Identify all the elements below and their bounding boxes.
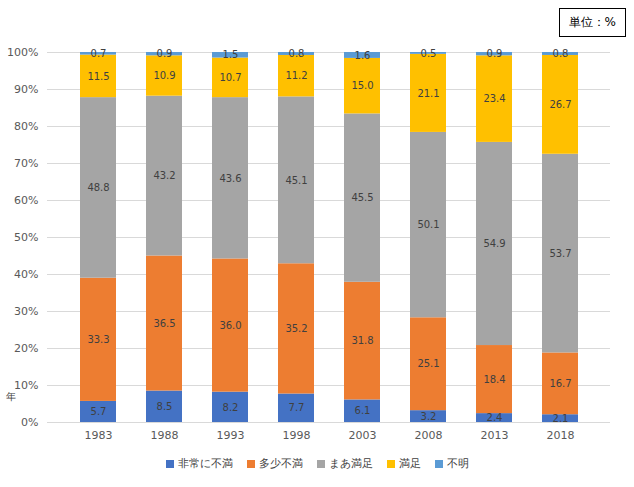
svg-text:43.2: 43.2 [153,170,175,181]
svg-text:35.2: 35.2 [285,323,307,334]
html-text:多少不満: 多少不満 [258,457,303,470]
svg-text:48.8: 48.8 [87,182,109,193]
html-text:不明: 不明 [446,457,469,470]
svg-text:16.7: 16.7 [549,378,571,389]
svg-text:6.1: 6.1 [355,405,371,416]
svg-text:1998: 1998 [283,429,311,442]
html-text:非常に不満: 非常に不満 [177,457,233,470]
svg-text:18.4: 18.4 [483,374,505,385]
svg-text:70%: 70% [14,157,38,170]
svg-text:0.9: 0.9 [487,48,503,59]
svg-text:43.6: 43.6 [219,173,241,184]
svg-text:36.0: 36.0 [219,320,241,331]
svg-text:8.2: 8.2 [223,402,239,413]
svg-text:15.0: 15.0 [351,80,373,91]
html-text:単位：%: 単位：% [568,15,616,29]
svg-text:1993: 1993 [217,429,245,442]
svg-text:0.5: 0.5 [421,48,437,59]
svg-text:33.3: 33.3 [87,334,109,345]
svg-text:1988: 1988 [151,429,179,442]
svg-text:31.8: 31.8 [351,335,373,346]
svg-text:20%: 20% [14,342,38,355]
svg-text:3.2: 3.2 [421,411,437,422]
svg-text:45.5: 45.5 [351,192,373,203]
svg-text:1983: 1983 [85,429,113,442]
svg-text:2.4: 2.4 [487,412,503,423]
svg-text:10.9: 10.9 [153,70,175,81]
svg-text:7.7: 7.7 [289,402,305,413]
svg-text:90%: 90% [14,83,38,96]
svg-text:53.7: 53.7 [549,248,571,259]
svg-text:100%: 100% [7,46,38,59]
svg-text:1.5: 1.5 [223,49,239,60]
svg-text:30%: 30% [14,305,38,318]
svg-text:45.1: 45.1 [285,175,307,186]
svg-text:0.7: 0.7 [91,48,107,59]
svg-text:25.1: 25.1 [417,358,439,369]
svg-text:2008: 2008 [415,429,443,442]
svg-text:11.2: 11.2 [285,70,307,81]
svg-text:8.5: 8.5 [157,401,173,412]
svg-text:21.1: 21.1 [417,88,439,99]
html-text:まあ満足: まあ満足 [328,457,373,470]
svg-text:23.4: 23.4 [483,93,505,104]
svg-text:11.5: 11.5 [87,71,109,82]
svg-text:50.1: 50.1 [417,219,439,230]
svg-text:0.8: 0.8 [289,48,305,59]
svg-text:0.9: 0.9 [157,48,173,59]
svg-text:80%: 80% [14,120,38,133]
svg-text:36.5: 36.5 [153,318,175,329]
svg-text:60%: 60% [14,194,38,207]
svg-text:10%: 10% [14,379,38,392]
svg-text:26.7: 26.7 [549,99,571,110]
svg-text:50%: 50% [14,231,38,244]
html-text:満足: 満足 [398,457,421,470]
svg-text:1.6: 1.6 [355,50,371,61]
svg-text:0.8: 0.8 [553,48,569,59]
svg-text:2.1: 2.1 [552,412,569,424]
svg-text:40%: 40% [14,268,38,281]
svg-text:2018: 2018 [547,429,575,442]
svg-text:2003: 2003 [349,429,377,442]
svg-text:54.9: 54.9 [483,238,505,249]
svg-text:10.7: 10.7 [219,72,241,83]
html-text:年: 年 [6,391,16,402]
svg-text:0%: 0% [21,416,38,429]
svg-text:5.7: 5.7 [91,406,107,417]
svg-text:2013: 2013 [481,429,509,442]
